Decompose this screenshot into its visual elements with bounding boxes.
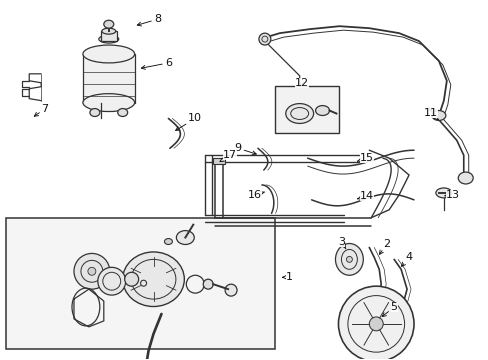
Ellipse shape bbox=[122, 252, 184, 306]
Ellipse shape bbox=[102, 28, 116, 34]
Text: 6: 6 bbox=[141, 58, 172, 69]
Text: 5: 5 bbox=[382, 302, 397, 316]
Ellipse shape bbox=[285, 104, 313, 123]
Text: 12: 12 bbox=[294, 78, 308, 88]
Ellipse shape bbox=[335, 243, 363, 275]
Text: 16: 16 bbox=[247, 190, 264, 200]
Ellipse shape bbox=[118, 109, 127, 117]
Ellipse shape bbox=[99, 35, 119, 43]
Ellipse shape bbox=[90, 109, 100, 117]
Text: 3: 3 bbox=[337, 237, 345, 249]
Ellipse shape bbox=[224, 284, 237, 296]
Text: 4: 4 bbox=[401, 252, 412, 266]
Ellipse shape bbox=[164, 239, 172, 244]
Ellipse shape bbox=[258, 33, 270, 45]
Ellipse shape bbox=[338, 286, 413, 360]
Ellipse shape bbox=[103, 20, 114, 28]
Ellipse shape bbox=[176, 231, 194, 244]
Ellipse shape bbox=[435, 188, 451, 198]
Text: 8: 8 bbox=[137, 14, 161, 26]
Bar bbox=[274, 86, 339, 133]
Bar bbox=[6, 218, 274, 349]
Bar bbox=[83, 54, 134, 103]
Bar bbox=[101, 31, 117, 41]
Ellipse shape bbox=[457, 172, 472, 184]
Text: 7: 7 bbox=[34, 104, 49, 116]
Text: 2: 2 bbox=[379, 239, 390, 254]
Ellipse shape bbox=[346, 256, 352, 262]
Text: 1: 1 bbox=[282, 272, 293, 282]
Ellipse shape bbox=[124, 272, 138, 286]
Text: 10: 10 bbox=[175, 113, 202, 130]
Text: 9: 9 bbox=[234, 143, 256, 155]
Text: 13: 13 bbox=[444, 190, 459, 200]
Ellipse shape bbox=[83, 94, 134, 112]
Ellipse shape bbox=[88, 267, 96, 275]
Ellipse shape bbox=[203, 279, 213, 289]
Ellipse shape bbox=[431, 111, 445, 121]
Text: 17: 17 bbox=[220, 150, 237, 162]
Text: 14: 14 bbox=[357, 191, 374, 201]
Bar bbox=[213, 158, 224, 164]
Ellipse shape bbox=[315, 105, 329, 116]
Ellipse shape bbox=[74, 253, 109, 289]
Text: 11: 11 bbox=[423, 108, 437, 120]
Text: 15: 15 bbox=[357, 153, 373, 163]
Ellipse shape bbox=[98, 267, 125, 295]
Ellipse shape bbox=[83, 45, 134, 63]
Ellipse shape bbox=[368, 317, 383, 331]
